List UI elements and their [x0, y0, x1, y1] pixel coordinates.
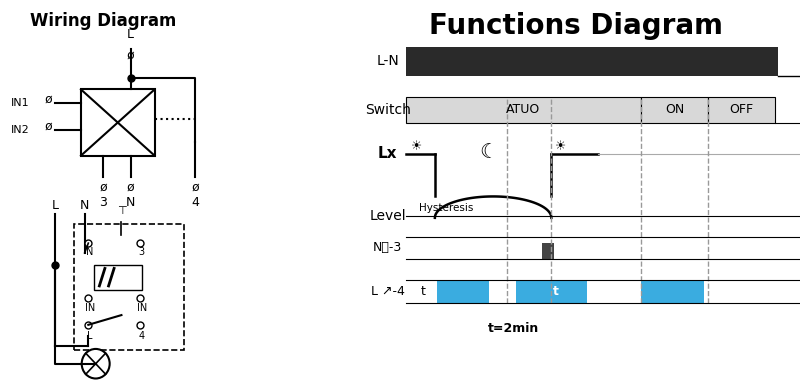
Bar	[542, 243, 554, 259]
Text: ø: ø	[44, 93, 52, 106]
Text: IN1: IN1	[11, 98, 30, 108]
Text: IN: IN	[137, 303, 147, 313]
Text: L: L	[52, 199, 58, 212]
Bar	[708, 97, 775, 123]
Text: Hysteresis: Hysteresis	[419, 203, 474, 213]
Bar	[641, 280, 704, 303]
Bar	[94, 265, 142, 290]
Bar	[641, 97, 708, 123]
Bar	[437, 280, 489, 303]
Text: Wiring Diagram: Wiring Diagram	[30, 12, 176, 30]
Bar	[406, 47, 778, 76]
Text: Functions Diagram: Functions Diagram	[429, 12, 723, 40]
Text: 3: 3	[138, 247, 145, 257]
Text: IN2: IN2	[11, 125, 30, 135]
Text: N: N	[86, 247, 94, 257]
Bar	[515, 280, 587, 303]
Text: N: N	[126, 196, 135, 209]
Text: IN: IN	[85, 303, 95, 313]
Text: L: L	[87, 331, 93, 342]
Bar	[406, 97, 641, 123]
Text: ATUO: ATUO	[506, 103, 541, 116]
Text: 4: 4	[191, 196, 199, 209]
Text: ø: ø	[99, 181, 107, 194]
Text: 3: 3	[99, 196, 107, 209]
Text: L-N: L-N	[377, 54, 399, 68]
Text: t=2min: t=2min	[488, 322, 539, 335]
Text: ☀: ☀	[554, 140, 566, 153]
Text: ☾: ☾	[479, 142, 498, 162]
Text: N⍿-3: N⍿-3	[374, 242, 402, 254]
Text: ø: ø	[191, 181, 199, 194]
Circle shape	[82, 349, 110, 378]
Text: Level: Level	[370, 209, 406, 223]
Bar	[74, 224, 184, 350]
Text: t: t	[420, 285, 426, 298]
Text: ø: ø	[127, 181, 134, 194]
Text: Lx: Lx	[378, 146, 398, 161]
Text: ⊤: ⊤	[117, 206, 126, 216]
Text: ☀: ☀	[411, 140, 422, 153]
Text: OFF: OFF	[730, 103, 754, 116]
Text: N: N	[80, 199, 90, 212]
Text: ø: ø	[44, 120, 52, 133]
Bar	[81, 89, 154, 156]
Text: t: t	[553, 285, 558, 298]
Text: 4: 4	[138, 331, 145, 342]
Text: ON: ON	[665, 103, 684, 116]
Text: L ↗-4: L ↗-4	[371, 285, 405, 298]
Text: Switch: Switch	[365, 103, 410, 117]
Text: L: L	[127, 28, 134, 41]
Text: ø: ø	[127, 49, 134, 61]
